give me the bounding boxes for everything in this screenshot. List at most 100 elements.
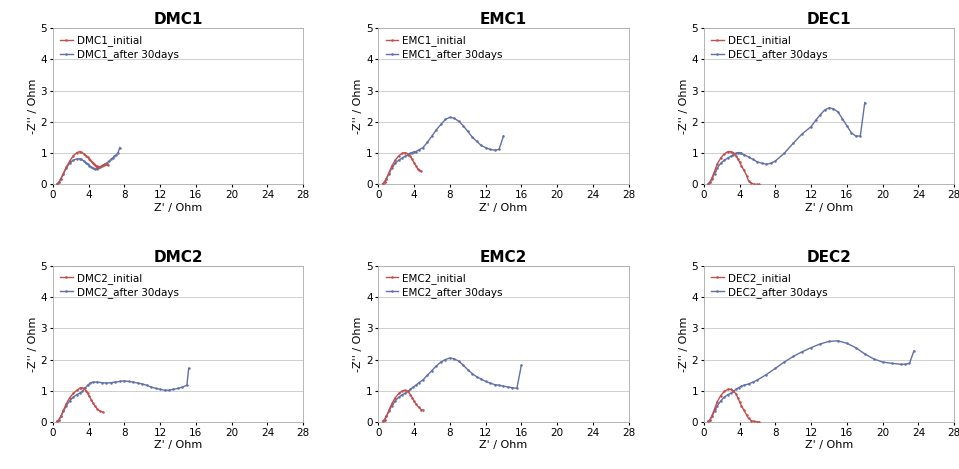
DMC1_after 30days <box>64 160 76 166</box>
Legend: DEC1_initial, DEC1_after 30days: DEC1_initial, DEC1_after 30days <box>709 33 830 62</box>
DMC2_initial <box>79 386 90 391</box>
Y-axis label: -Z'' / Ohm: -Z'' / Ohm <box>679 316 689 371</box>
DEC1_after 30days <box>819 107 830 113</box>
EMC1_after 30days <box>381 176 392 182</box>
Y-axis label: -Z'' / Ohm: -Z'' / Ohm <box>353 79 363 134</box>
DEC1_after 30days <box>752 159 763 165</box>
DEC1_initial <box>704 179 715 185</box>
DMC2_after 30days <box>123 378 134 384</box>
EMC2_after 30days <box>377 419 388 424</box>
DEC1_after 30days <box>728 152 739 158</box>
DEC2_after 30days <box>718 394 730 400</box>
EMC2_initial <box>417 408 429 413</box>
DMC1_initial <box>95 164 106 169</box>
Title: DMC2: DMC2 <box>153 250 202 265</box>
DMC1_initial <box>52 181 63 187</box>
Line: DEC1_after 30days: DEC1_after 30days <box>707 101 866 185</box>
DMC1_initial <box>93 164 105 170</box>
DMC2_after 30days <box>55 414 66 419</box>
DMC2_after 30days <box>92 379 104 385</box>
DEC1_after 30days <box>730 151 741 156</box>
EMC2_after 30days <box>493 382 504 388</box>
DMC2_after 30days <box>64 398 76 404</box>
DMC2_after 30days <box>77 389 88 394</box>
DEC2_after 30days <box>747 379 759 385</box>
DEC2_after 30days <box>709 408 720 414</box>
EMC1_after 30days <box>466 134 478 140</box>
Title: DEC2: DEC2 <box>807 250 852 265</box>
DEC2_initial <box>743 416 755 421</box>
EMC1_initial <box>397 151 409 156</box>
EMC2_after 30days <box>471 374 482 379</box>
DMC1_after 30days <box>54 179 65 185</box>
EMC2_initial <box>402 389 413 394</box>
DEC2_initial <box>712 399 723 405</box>
EMC1_after 30days <box>480 145 491 151</box>
EMC2_after 30days <box>449 356 460 362</box>
DMC2_initial <box>55 414 66 419</box>
DEC2_after 30days <box>752 377 763 383</box>
DMC1_initial <box>84 157 96 163</box>
EMC2_after 30days <box>489 382 501 387</box>
EMC2_after 30days <box>402 389 413 394</box>
EMC2_after 30days <box>379 417 390 423</box>
DMC2_after 30days <box>71 392 82 397</box>
DEC2_after 30days <box>823 339 834 344</box>
EMC2_after 30days <box>439 357 451 363</box>
DEC1_initial <box>709 168 720 174</box>
EMC1_initial <box>384 170 395 175</box>
DMC2_after 30days <box>105 380 117 386</box>
DMC2_initial <box>52 419 63 424</box>
DEC2_after 30days <box>706 414 717 419</box>
EMC2_initial <box>389 395 401 401</box>
DMC2_after 30days <box>82 382 93 388</box>
DMC2_after 30days <box>119 378 130 384</box>
DMC2_initial <box>89 403 101 408</box>
EMC2_initial <box>379 417 390 423</box>
EMC1_after 30days <box>405 151 416 156</box>
DMC1_after 30days <box>55 176 66 182</box>
DEC1_after 30days <box>859 100 871 106</box>
DEC2_initial <box>718 389 730 394</box>
DMC1_after 30days <box>71 156 82 162</box>
DMC1_initial <box>89 162 101 168</box>
X-axis label: Z' / Ohm: Z' / Ohm <box>805 440 854 450</box>
DMC2_after 30days <box>60 403 72 408</box>
DEC2_initial <box>751 419 762 424</box>
EMC2_after 30days <box>457 363 469 368</box>
Line: DMC2_initial: DMC2_initial <box>56 386 105 423</box>
DEC2_initial <box>730 391 741 397</box>
DEC1_initial <box>706 175 717 181</box>
Legend: DMC2_initial, DMC2_after 30days: DMC2_initial, DMC2_after 30days <box>58 271 181 300</box>
EMC1_initial <box>407 157 418 162</box>
DEC1_after 30days <box>787 140 799 146</box>
DMC1_after 30days <box>93 166 105 171</box>
EMC2_initial <box>410 401 422 407</box>
DEC2_initial <box>715 393 727 398</box>
DMC2_after 30days <box>154 386 166 392</box>
DEC2_initial <box>732 395 743 401</box>
EMC1_after 30days <box>493 147 504 152</box>
DMC1_after 30days <box>85 164 97 170</box>
DMC2_initial <box>74 386 85 391</box>
DMC2_after 30days <box>80 386 91 391</box>
DMC1_initial <box>76 150 87 155</box>
EMC1_initial <box>379 179 390 185</box>
Line: DMC2_after 30days: DMC2_after 30days <box>56 367 190 423</box>
DEC2_initial <box>704 417 715 423</box>
DMC2_initial <box>83 393 95 399</box>
DMC1_after 30days <box>87 166 99 171</box>
DMC1_after 30days <box>108 153 120 159</box>
DEC2_initial <box>741 412 753 418</box>
DEC1_after 30days <box>712 166 723 171</box>
EMC2_after 30days <box>511 386 523 391</box>
DEC2_after 30days <box>841 340 853 346</box>
EMC2_after 30days <box>399 391 410 396</box>
EMC2_initial <box>386 401 397 407</box>
EMC2_initial <box>405 392 416 397</box>
DMC1_initial <box>93 165 105 170</box>
DEC2_after 30days <box>725 391 737 396</box>
EMC1_after 30days <box>384 171 395 176</box>
Y-axis label: -Z'' / Ohm: -Z'' / Ohm <box>28 79 37 134</box>
EMC2_initial <box>407 395 418 401</box>
